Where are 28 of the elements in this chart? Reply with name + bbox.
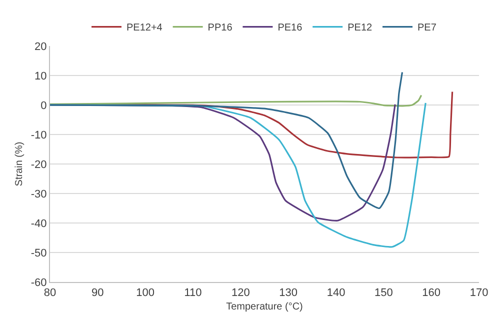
x-tick-label: 150 [374, 287, 393, 300]
x-tick-label: 140 [326, 287, 346, 300]
y-tick-label: -20 [30, 158, 47, 171]
x-tick-label: 90 [92, 287, 104, 300]
line-series [50, 71, 404, 210]
y-tick-label: -60 [30, 276, 47, 289]
y-axis-title: Strain (%) [14, 142, 25, 186]
x-tick-label: 170 [470, 287, 488, 300]
line-series [50, 94, 422, 107]
y-tick-label: 0 [40, 100, 47, 112]
legend-label: PE12+4 [126, 22, 163, 34]
x-tick-label: 160 [422, 287, 441, 300]
x-tick-label: 130 [279, 287, 298, 300]
legend-label: PE16 [278, 22, 303, 34]
x-tick-label: 100 [136, 287, 155, 300]
y-tick-label: -10 [30, 129, 47, 142]
y-tick-label: 20 [34, 40, 47, 53]
x-axis-title: Temperature (°C) [226, 302, 303, 313]
legend-label: PE7 [418, 22, 437, 34]
x-tick-label: 110 [184, 287, 202, 300]
y-tick-label: -40 [30, 218, 47, 230]
x-tick-label: 80 [44, 287, 56, 300]
legend-label: PE12 [348, 22, 373, 34]
y-tick-label: -50 [30, 247, 47, 260]
x-tick-label: 120 [231, 287, 250, 300]
y-tick-label: 10 [34, 70, 47, 82]
y-tick-label: -30 [30, 188, 47, 200]
legend-label: PP16 [208, 22, 233, 34]
